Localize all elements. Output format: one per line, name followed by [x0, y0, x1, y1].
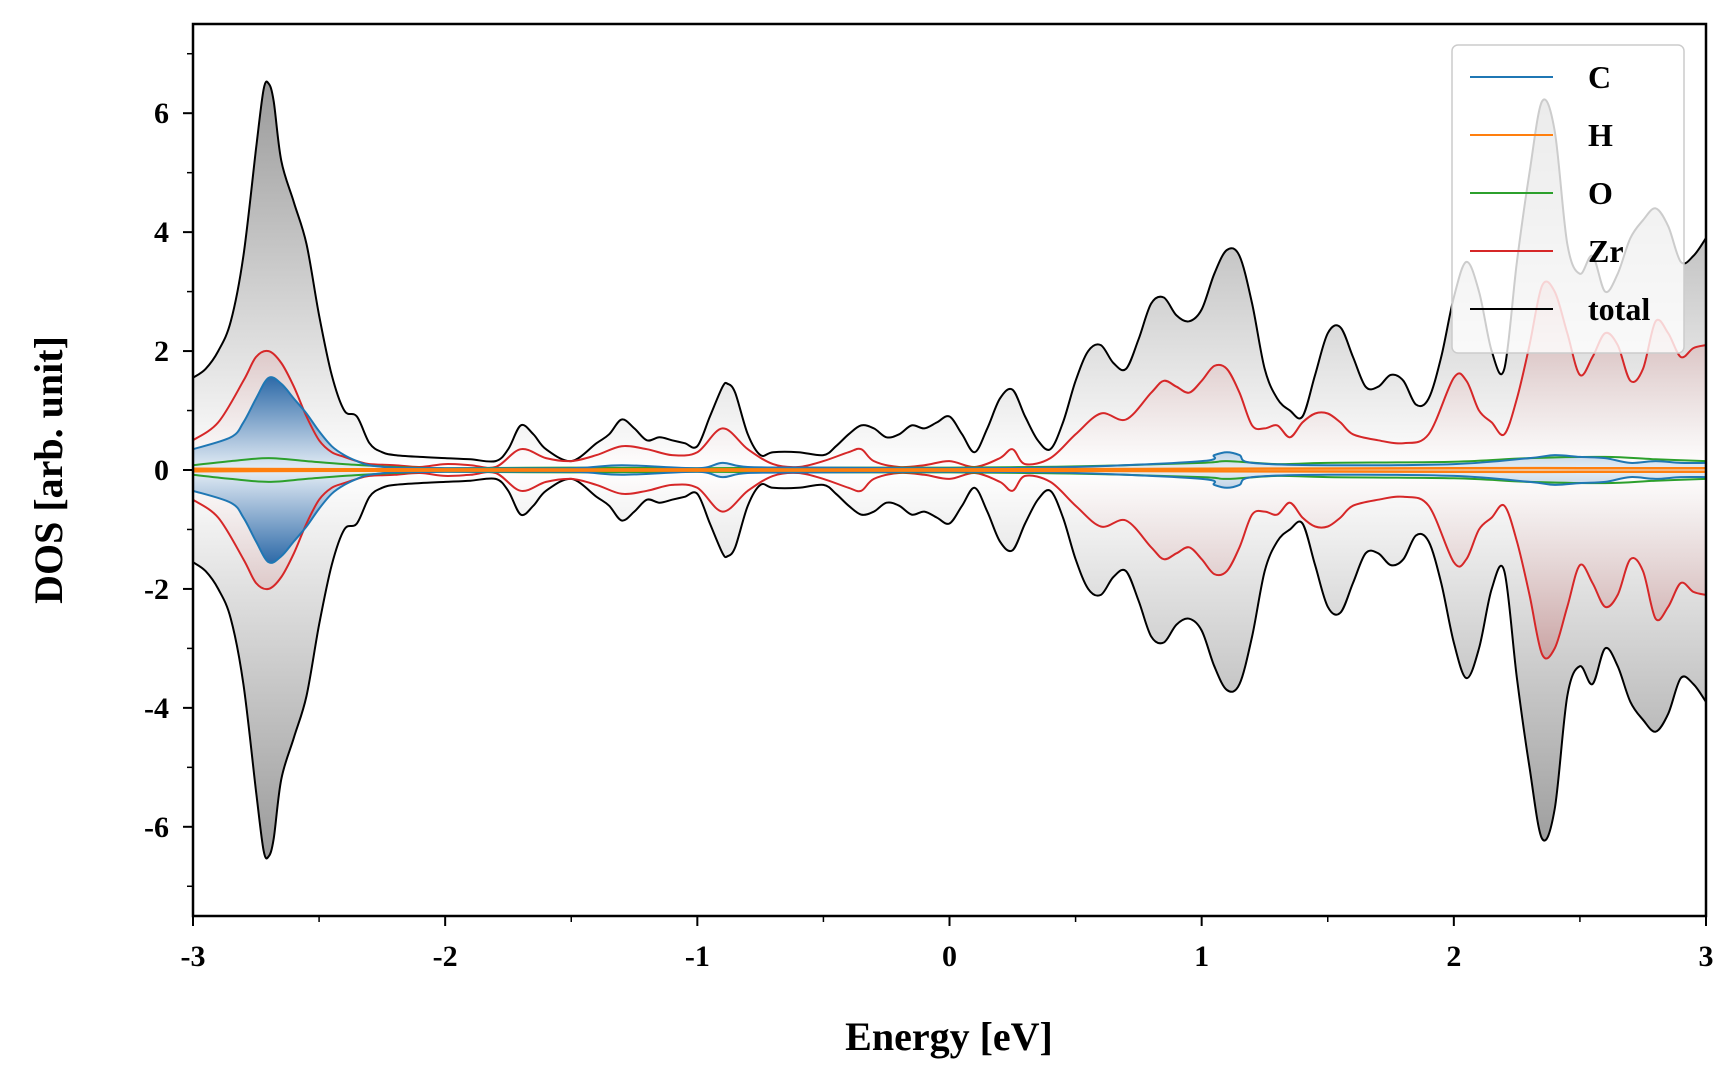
x-tick-label: -3: [181, 940, 206, 973]
y-tick-label: -6: [144, 811, 169, 844]
y-tick-label: -4: [144, 692, 169, 725]
series-line-h-up: [193, 468, 1706, 469]
legend-label-total: total: [1588, 291, 1650, 327]
y-tick-label: 2: [154, 335, 169, 368]
legend-label-c: C: [1588, 59, 1611, 95]
x-tick-label: 0: [942, 940, 957, 973]
x-tick-label: -1: [685, 940, 710, 973]
y-tick-label: -2: [144, 573, 169, 606]
y-tick-label: 4: [154, 216, 169, 249]
legend-label-zr: Zr: [1588, 233, 1624, 269]
y-tick-label: 0: [154, 454, 169, 487]
series-line-h-down: [193, 471, 1706, 472]
y-tick-label: 6: [154, 97, 169, 130]
x-tick-label: 1: [1194, 940, 1209, 973]
x-axis-title: Energy [eV]: [845, 1014, 1053, 1059]
legend-label-o: O: [1588, 175, 1613, 211]
x-tick-label: -2: [433, 940, 458, 973]
dos-chart: -3 -2 -1 0 1 2 3 -6 -4 -2 0 2 4 6 CHO Zr total Energy […: [0, 0, 1728, 1080]
x-tick-label: 3: [1699, 940, 1714, 973]
y-axis-title: DOS [arb. unit]: [26, 336, 71, 604]
legend-label-h: H: [1588, 117, 1613, 153]
x-tick-label: 2: [1446, 940, 1461, 973]
legend: CHO Zr total: [1452, 45, 1684, 353]
